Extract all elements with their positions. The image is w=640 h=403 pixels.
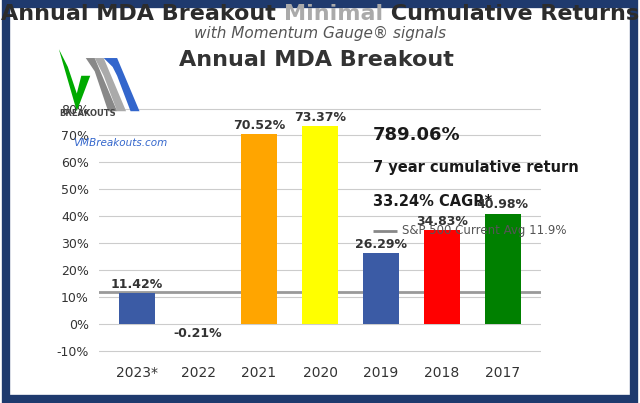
Text: Annual MDA Breakout: Annual MDA Breakout bbox=[1, 4, 284, 24]
Bar bbox=[424, 230, 460, 324]
Text: S&P 500 Current Avg 11.9%: S&P 500 Current Avg 11.9% bbox=[402, 224, 566, 237]
Bar bbox=[484, 214, 521, 324]
Text: Annual MDA Breakout Minimal Cumulative Returns: Annual MDA Breakout Minimal Cumulative R… bbox=[1, 8, 639, 28]
Text: Minimal: Minimal bbox=[284, 4, 383, 24]
Text: 26.29%: 26.29% bbox=[355, 238, 407, 251]
Polygon shape bbox=[59, 49, 90, 111]
Bar bbox=[119, 293, 156, 324]
Text: VMBreakouts.com: VMBreakouts.com bbox=[74, 138, 168, 148]
Text: 70.52%: 70.52% bbox=[233, 119, 285, 132]
Polygon shape bbox=[86, 58, 117, 111]
Bar bbox=[241, 134, 277, 324]
Text: 34.83%: 34.83% bbox=[416, 215, 468, 228]
Bar bbox=[363, 253, 399, 324]
Text: 33.24% CAGR*: 33.24% CAGR* bbox=[373, 194, 492, 209]
Text: -0.21%: -0.21% bbox=[174, 327, 223, 340]
Bar bbox=[301, 127, 339, 324]
Polygon shape bbox=[104, 58, 140, 111]
Text: 73.37%: 73.37% bbox=[294, 111, 346, 124]
Text: Cumulative Returns: Cumulative Returns bbox=[383, 4, 639, 24]
Text: 40.98%: 40.98% bbox=[477, 198, 529, 212]
Polygon shape bbox=[95, 58, 126, 111]
Text: with Momentum Gauge® signals: with Momentum Gauge® signals bbox=[194, 25, 446, 41]
Text: 11.42%: 11.42% bbox=[111, 278, 163, 291]
Text: Annual MDA Breakout Minimal Cumulative Returns: Annual MDA Breakout Minimal Cumulative R… bbox=[1, 50, 639, 70]
Text: BREAKOUTS: BREAKOUTS bbox=[59, 109, 115, 118]
Text: 7 year cumulative return: 7 year cumulative return bbox=[373, 160, 579, 175]
Text: 789.06%: 789.06% bbox=[373, 127, 461, 144]
Text: Annual MDA Breakout: Annual MDA Breakout bbox=[179, 50, 461, 70]
